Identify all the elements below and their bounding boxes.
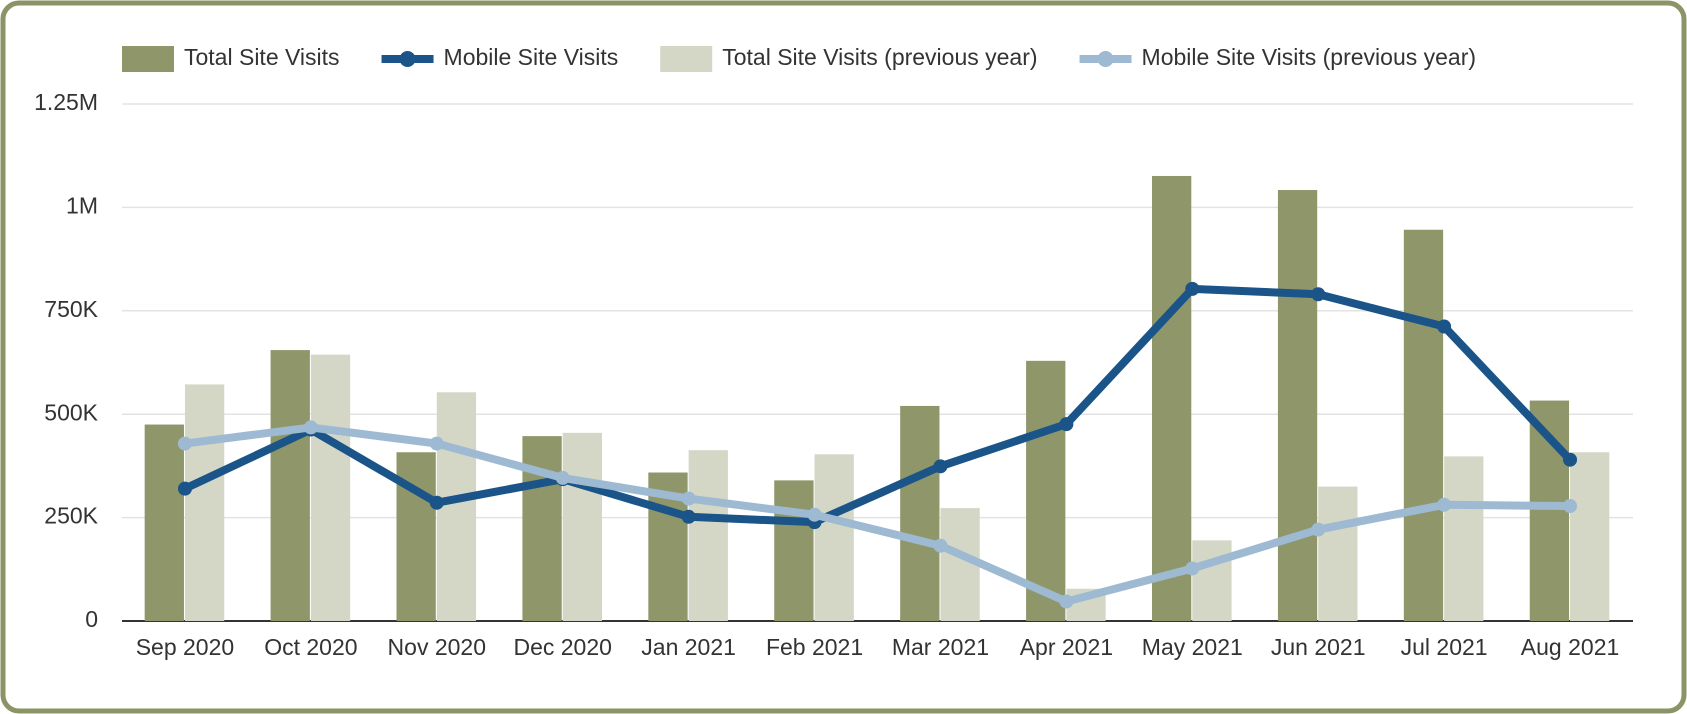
legend-label: Total Site Visits (previous year)	[722, 44, 1037, 70]
x-tick-label: Jan 2021	[641, 634, 736, 660]
bar	[270, 350, 310, 621]
point	[1563, 499, 1578, 514]
bar	[396, 452, 436, 621]
x-tick-label: Feb 2021	[766, 634, 863, 660]
bar	[900, 405, 940, 621]
point	[429, 436, 444, 451]
bar	[814, 454, 854, 621]
y-tick-label: 0	[85, 606, 98, 632]
bar	[1026, 360, 1066, 621]
x-tick-label: Mar 2021	[892, 634, 989, 660]
bar	[1570, 452, 1610, 621]
bar	[688, 450, 728, 621]
legend-label: Mobile Site Visits	[444, 44, 619, 70]
point	[1437, 319, 1452, 334]
point	[1311, 287, 1326, 302]
point	[1059, 594, 1074, 609]
legend-swatch	[1097, 51, 1114, 67]
bar	[184, 384, 225, 621]
bar	[562, 432, 603, 621]
bar	[1192, 540, 1232, 621]
y-tick-label: 500K	[44, 399, 98, 425]
bar	[1403, 229, 1444, 621]
y-tick-label: 1M	[66, 192, 98, 218]
x-tick-label: Apr 2021	[1020, 634, 1113, 660]
point	[681, 509, 696, 524]
legend-label: Mobile Site Visits (previous year)	[1142, 44, 1476, 70]
x-tick-label: Sep 2020	[136, 634, 234, 660]
point	[1311, 522, 1326, 537]
x-tick-label: Aug 2021	[1521, 634, 1619, 660]
y-tick-label: 250K	[44, 503, 98, 529]
x-tick-label: Jul 2021	[1401, 634, 1488, 660]
y-tick-label: 1.25M	[34, 89, 98, 115]
line	[183, 284, 1573, 527]
line	[184, 423, 1571, 606]
point	[807, 507, 822, 522]
bar	[1444, 456, 1484, 621]
y-tick-label: 750K	[44, 296, 98, 322]
point	[177, 481, 192, 496]
point	[303, 420, 318, 435]
point	[555, 470, 570, 485]
legend-swatch	[122, 46, 174, 72]
x-tick-label: May 2021	[1142, 634, 1243, 660]
bar	[436, 392, 477, 621]
x-tick-label: Oct 2020	[264, 634, 357, 660]
bar	[1318, 486, 1358, 621]
legend-swatch	[660, 46, 713, 72]
point	[1437, 497, 1452, 512]
legend-swatch	[399, 51, 416, 67]
bar	[522, 436, 562, 621]
x-tick-label: Jun 2021	[1271, 634, 1366, 660]
bar	[774, 480, 814, 621]
point	[1185, 561, 1200, 576]
point	[681, 491, 696, 506]
bar	[144, 424, 184, 621]
legend-label: Total Site Visits	[184, 44, 340, 70]
point	[177, 436, 192, 451]
bar	[1277, 190, 1318, 621]
point	[933, 459, 948, 474]
point	[933, 538, 948, 553]
point	[1563, 452, 1578, 467]
bar	[310, 354, 351, 621]
x-tick-label: Nov 2020	[388, 634, 486, 660]
point	[1059, 417, 1074, 432]
point	[429, 495, 444, 510]
x-tick-label: Dec 2020	[513, 634, 611, 660]
bar	[1151, 175, 1192, 621]
point	[1185, 281, 1200, 296]
